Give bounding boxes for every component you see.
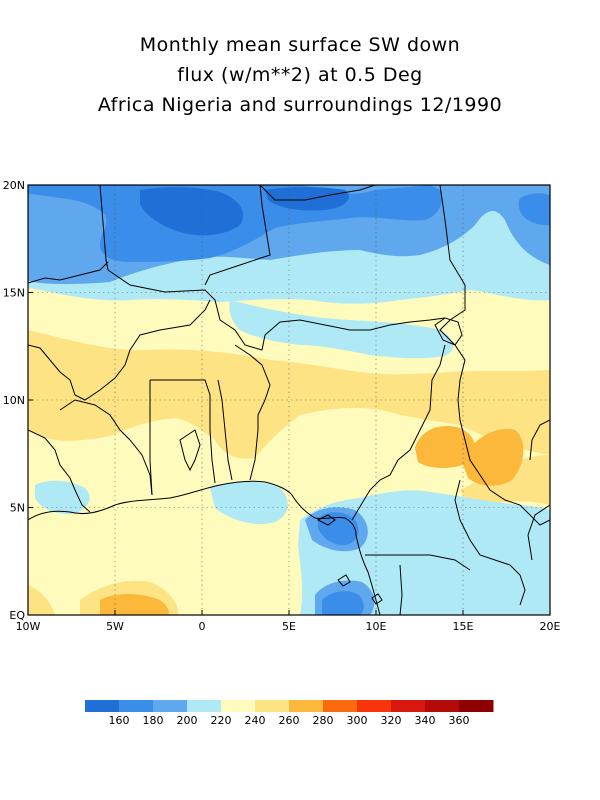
flux-zone-180	[322, 591, 364, 615]
y-tick-label: 5N	[10, 502, 25, 515]
border	[365, 554, 471, 571]
lake-chad	[434, 317, 463, 346]
colorbar-label: 340	[415, 714, 436, 727]
border	[217, 379, 233, 481]
colorbar-label: 300	[347, 714, 368, 727]
y-tick-label: 10N	[3, 394, 25, 407]
colorbar-swatch	[289, 700, 324, 712]
colorbar-swatch	[459, 700, 494, 712]
colorbar-swatch	[85, 700, 120, 712]
flux-zone-160	[140, 187, 244, 236]
flux-zone-220	[229, 300, 454, 359]
border	[454, 479, 526, 606]
colorbar-swatch	[153, 700, 188, 712]
colorbar-label: 180	[143, 714, 164, 727]
colorbar-label: 360	[449, 714, 470, 727]
border	[28, 429, 91, 513]
border	[204, 185, 271, 286]
island	[337, 574, 351, 587]
border	[234, 344, 271, 481]
y-tick-label: EQ	[9, 609, 25, 622]
colorbar-label: 220	[211, 714, 232, 727]
flux-zone-160	[265, 187, 349, 211]
flux-field	[28, 185, 550, 615]
colorbar-label: 160	[109, 714, 130, 727]
colorbar-swatch	[391, 700, 426, 712]
island	[316, 514, 336, 526]
flux-zone-280	[100, 594, 169, 615]
border	[464, 439, 550, 526]
title-line-2: flux (w/m**2) at 0.5 Deg	[177, 64, 423, 86]
x-tick-label: 10W	[16, 620, 41, 633]
colorbar-swatch	[425, 700, 460, 712]
border	[99, 185, 109, 271]
border	[351, 344, 446, 521]
x-tick-label: 15E	[453, 620, 474, 633]
border	[527, 504, 550, 561]
border	[28, 299, 211, 401]
border	[150, 379, 216, 484]
border	[439, 185, 466, 441]
colorbar-label: 260	[279, 714, 300, 727]
colorbar-swatch	[255, 700, 290, 712]
colorbar: 160 180 200 220 240 260 280 300 320 340 360	[85, 700, 494, 727]
colorbar-swatch	[323, 700, 358, 712]
map-grid	[28, 185, 550, 615]
x-tick-label: 5W	[106, 620, 124, 633]
border	[259, 185, 376, 201]
flux-zone-260	[28, 585, 55, 615]
flux-zone-280	[415, 426, 476, 468]
map-title: Monthly mean surface SW down flux (w/m**…	[0, 30, 600, 120]
coastline-north	[28, 261, 109, 284]
colorbar-label: 320	[381, 714, 402, 727]
flux-zone-260	[28, 330, 550, 459]
title-line-1: Monthly mean surface SW down	[139, 34, 461, 56]
colorbar-label: 280	[313, 714, 334, 727]
lake-volta	[179, 429, 201, 472]
colorbar-label: 200	[177, 714, 198, 727]
y-tick-label: 20N	[3, 179, 25, 192]
border	[529, 419, 550, 461]
x-tick-label: 20E	[540, 620, 561, 633]
island	[371, 593, 383, 605]
colorbar-swatch	[221, 700, 256, 712]
axis-ticks: 10W 5W 0 5E 10E 15E 20E EQ 5N 10N 15N 20N	[3, 179, 561, 633]
x-tick-label: 5E	[282, 620, 296, 633]
flux-zone-220	[210, 481, 288, 525]
border	[59, 399, 153, 496]
border	[149, 380, 153, 496]
colorbar-swatch	[187, 700, 222, 712]
country-boundaries	[28, 185, 550, 615]
coastline	[28, 480, 381, 615]
x-tick-label: 0	[199, 620, 206, 633]
border	[399, 564, 403, 615]
colorbar-swatch	[119, 700, 154, 712]
title-line-3: Africa Nigeria and surroundings 12/1990	[97, 94, 503, 116]
y-tick-label: 15N	[3, 287, 25, 300]
colorbar-swatch	[357, 700, 392, 712]
x-tick-label: 10E	[366, 620, 387, 633]
colorbar-label: 240	[245, 714, 266, 727]
flux-zone-180	[518, 193, 550, 226]
border	[107, 269, 263, 351]
flux-zone-220	[35, 480, 90, 515]
border	[261, 317, 446, 351]
